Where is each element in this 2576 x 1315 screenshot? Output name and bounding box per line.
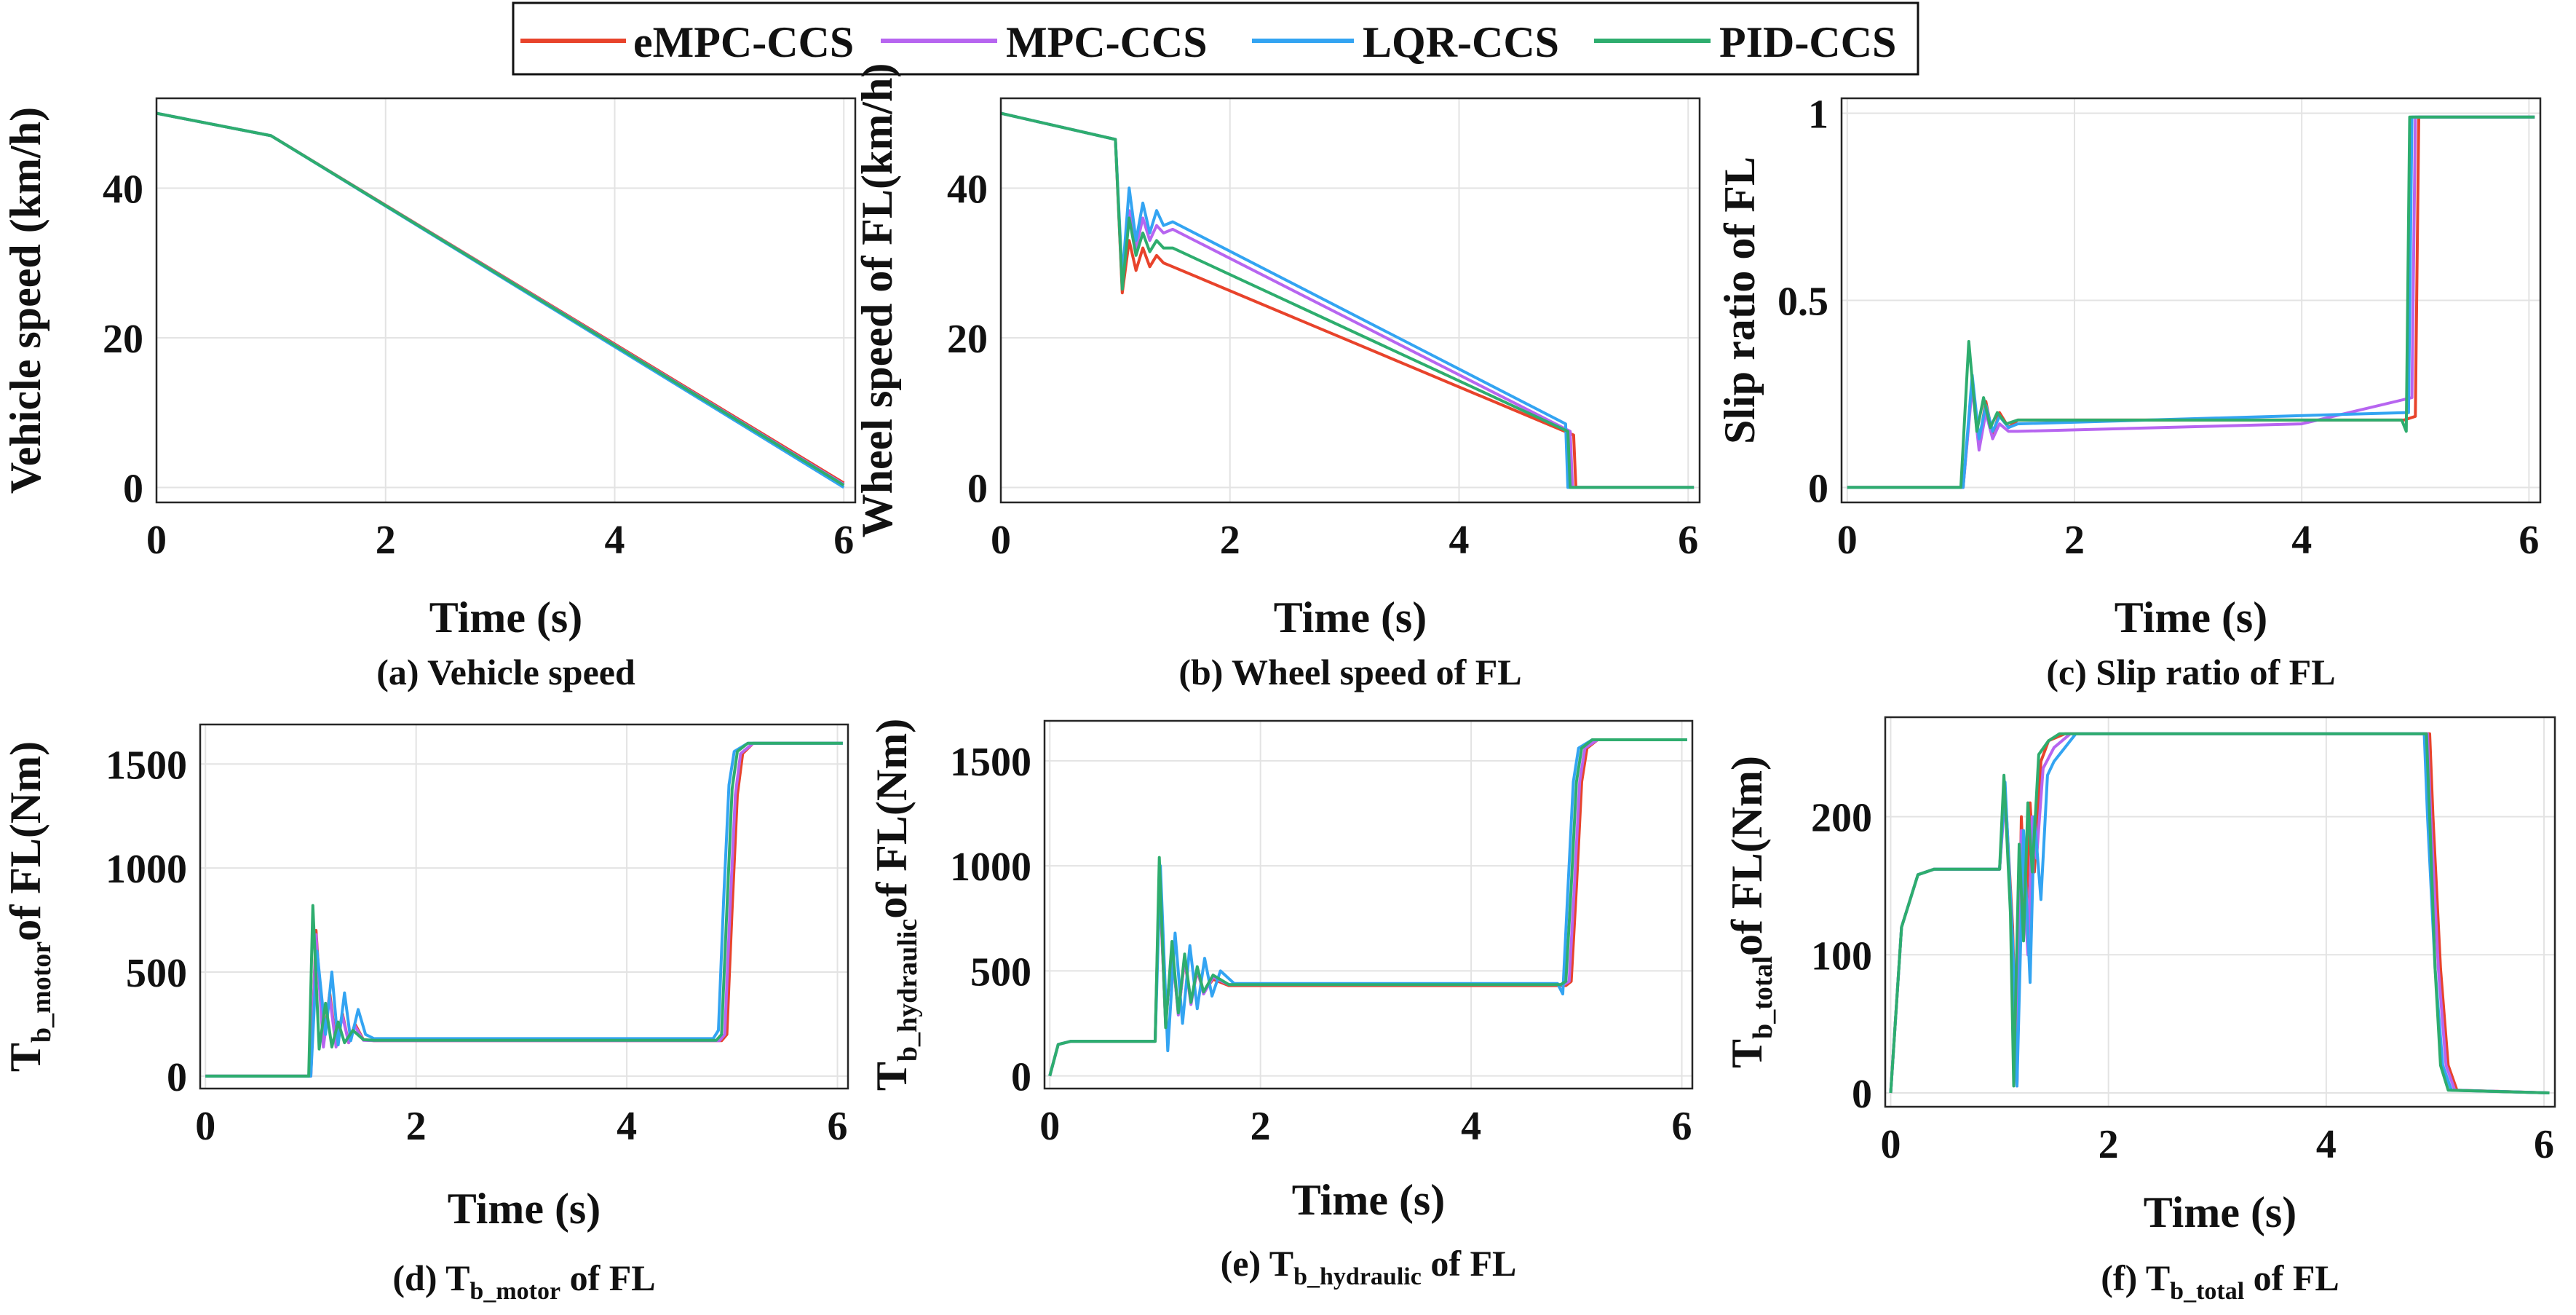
y-tick-label: 20 bbox=[103, 317, 143, 362]
y-tick-label: 1500 bbox=[950, 740, 1031, 785]
series-line-b-empc bbox=[1001, 111, 1695, 489]
plot-area-f bbox=[1885, 717, 2555, 1107]
y-tick-label: 1000 bbox=[106, 847, 187, 892]
x-tick-label: 6 bbox=[833, 518, 854, 563]
chart-title-a: (a) Vehicle speed bbox=[376, 652, 635, 692]
series-line-c-pid bbox=[1847, 115, 2535, 489]
series-line-a-pid bbox=[156, 111, 845, 487]
y-axis-label-d: Tb_motorof FL(Nm) bbox=[1, 741, 57, 1072]
y-tick-label: 1500 bbox=[106, 743, 187, 788]
x-axis-label-f: Time (s) bbox=[2144, 1188, 2297, 1236]
x-tick-label: 6 bbox=[828, 1104, 848, 1149]
x-tick-label: 2 bbox=[2099, 1122, 2119, 1167]
legend-entry-lqr: LQR-CCS bbox=[1252, 18, 1559, 66]
chart-title-e: (e) Tb_hydraulic of FL bbox=[1221, 1243, 1517, 1290]
axis-frame-f bbox=[1884, 716, 2556, 1108]
axis-frame-b bbox=[999, 97, 1701, 504]
y-tick-label: 1 bbox=[1808, 92, 1828, 138]
series-line-d-pid bbox=[205, 741, 843, 1078]
plot-area-e bbox=[1045, 721, 1692, 1089]
y-tick-label: 500 bbox=[970, 949, 1031, 995]
y-tick-label: 0 bbox=[167, 1055, 187, 1100]
chart-panel-e: 0 2 4 6 0 500 1000 1500 Time (s) Tb_hydraulicof F… bbox=[868, 719, 1694, 1290]
x-axis-label-d: Time (s) bbox=[448, 1185, 601, 1233]
x-tick-label: 0 bbox=[146, 518, 167, 563]
x-tick-label: 4 bbox=[1461, 1104, 1481, 1149]
x-tick-label: 2 bbox=[1251, 1104, 1271, 1149]
y-tick-label: 40 bbox=[103, 167, 143, 212]
chart-title-d: (d) Tb_motor of FL bbox=[392, 1257, 655, 1305]
y-tick-label: 0.5 bbox=[1778, 280, 1828, 325]
chart-title-f: (f) Tb_total of FL bbox=[2101, 1257, 2339, 1305]
x-tick-label: 6 bbox=[2534, 1122, 2554, 1167]
legend-label-pid: PID-CCS bbox=[1719, 18, 1896, 66]
x-tick-label: 6 bbox=[2518, 518, 2539, 563]
y-axis-label-a: Vehicle speed (km/h) bbox=[1, 107, 49, 494]
series-line-b-pid bbox=[1001, 111, 1695, 489]
axis-frame-d bbox=[199, 723, 849, 1090]
x-tick-label: 4 bbox=[617, 1104, 637, 1149]
y-tick-label: 20 bbox=[947, 317, 988, 362]
x-tick-label: 4 bbox=[2291, 518, 2312, 563]
chart-panel-f: 0 2 4 6 0 100 200 Time (s) Tb_totalof FL(Nm) (f) … bbox=[1723, 716, 2556, 1305]
x-tick-label: 0 bbox=[991, 518, 1011, 563]
y-tick-label: 0 bbox=[967, 466, 988, 511]
x-tick-label: 4 bbox=[1449, 518, 1470, 563]
x-axis-label-a: Time (s) bbox=[429, 593, 583, 641]
legend: eMPC-CCS MPC-CCS LQR-CCS PID-CCS bbox=[512, 1, 1919, 76]
series-line-f-pid bbox=[1889, 732, 2550, 1094]
legend-entry-mpc: MPC-CCS bbox=[881, 18, 1208, 66]
legend-label-empc: eMPC-CCS bbox=[633, 18, 854, 66]
legend-entry-empc: eMPC-CCS bbox=[520, 18, 854, 66]
y-axis-label-f: Tb_totalof FL(Nm) bbox=[1723, 756, 1778, 1068]
legend-label-mpc: MPC-CCS bbox=[1006, 18, 1208, 66]
y-tick-label: 100 bbox=[1811, 933, 1872, 979]
y-tick-label: 200 bbox=[1811, 796, 1872, 841]
x-tick-label: 0 bbox=[1039, 1104, 1060, 1149]
chart-panel-a: 0 2 4 6 0 20 40 Time (s) Vehicle speed (km/h) (a)… bbox=[1, 97, 857, 692]
x-tick-label: 2 bbox=[2064, 518, 2085, 563]
y-axis-label-b: Wheel speed of FL(km/h) bbox=[853, 63, 901, 538]
x-axis-label-e: Time (s) bbox=[1292, 1176, 1446, 1224]
axis-frame-c bbox=[1840, 97, 2542, 504]
x-tick-label: 0 bbox=[195, 1104, 215, 1149]
x-tick-label: 2 bbox=[1220, 518, 1240, 563]
x-tick-label: 0 bbox=[1837, 518, 1858, 563]
legend-entry-pid: PID-CCS bbox=[1594, 18, 1896, 66]
y-tick-label: 1000 bbox=[950, 845, 1031, 890]
y-tick-label: 0 bbox=[1808, 466, 1828, 511]
plot-area-b bbox=[1001, 98, 1700, 502]
chart-panel-d: 0 2 4 6 0 500 1000 1500 Time (s) Tb_motorof FL(Nm… bbox=[1, 723, 849, 1305]
y-tick-label: 500 bbox=[126, 951, 187, 996]
legend-label-lqr: LQR-CCS bbox=[1363, 18, 1559, 66]
axis-frame-a bbox=[155, 97, 857, 504]
y-tick-label: 40 bbox=[947, 167, 988, 212]
x-axis-label-c: Time (s) bbox=[2115, 593, 2268, 641]
x-tick-label: 4 bbox=[2316, 1122, 2337, 1167]
y-axis-label-e: Tb_hydraulicof FL(Nm) bbox=[868, 719, 923, 1091]
x-tick-label: 2 bbox=[406, 1104, 427, 1149]
x-tick-label: 4 bbox=[605, 518, 625, 563]
axis-frame-e bbox=[1043, 719, 1694, 1090]
chart-panel-b: 0 2 4 6 0 20 40 Time (s) Wheel speed of FL(km/h)… bbox=[853, 63, 1701, 692]
x-tick-label: 0 bbox=[1880, 1122, 1901, 1167]
x-tick-label: 6 bbox=[1672, 1104, 1692, 1149]
x-tick-label: 2 bbox=[376, 518, 396, 563]
chart-title-c: (c) Slip ratio of FL bbox=[2046, 652, 2335, 692]
x-axis-label-b: Time (s) bbox=[1274, 593, 1427, 641]
x-tick-label: 6 bbox=[1678, 518, 1698, 563]
chart-panel-c: 0 2 4 6 0 0.5 1 Time (s) Slip ratio of FL (c) Sli… bbox=[1716, 92, 2542, 692]
y-tick-label: 0 bbox=[123, 466, 143, 511]
plot-area-d bbox=[200, 724, 848, 1089]
y-axis-label-c: Slip ratio of FL bbox=[1716, 157, 1764, 444]
y-tick-label: 0 bbox=[1852, 1072, 1872, 1117]
chart-title-b: (b) Wheel speed of FL bbox=[1178, 652, 1521, 692]
series-line-e-pid bbox=[1048, 738, 1687, 1077]
y-tick-label: 0 bbox=[1011, 1055, 1031, 1100]
plot-area-a bbox=[156, 98, 855, 502]
